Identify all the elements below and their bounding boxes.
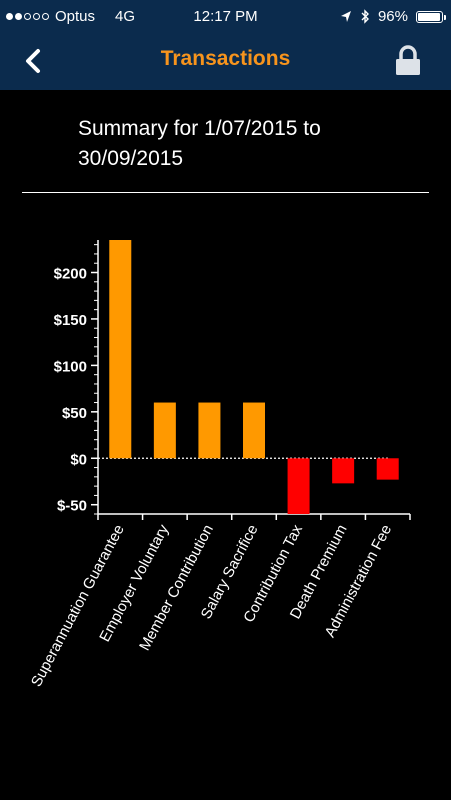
clock: 12:17 PM (193, 8, 258, 25)
lock-button[interactable] (391, 43, 425, 77)
y-tick-label: $0 (70, 451, 87, 468)
network-type: 4G (115, 8, 136, 25)
bar (332, 458, 355, 484)
bar (198, 402, 221, 459)
bar (243, 402, 265, 459)
bar (376, 458, 399, 480)
carrier-name: Optus (55, 8, 96, 25)
y-tick-label: $200 (54, 266, 87, 283)
bluetooth-icon (361, 9, 369, 24)
chevron-left-icon (26, 49, 40, 73)
bar (109, 240, 132, 459)
location-arrow-icon (340, 10, 351, 22)
y-tick-label: $50 (62, 405, 87, 422)
battery-icon (416, 10, 446, 23)
navigation-bar: Transactions (0, 33, 451, 90)
signal-strength-icon (6, 13, 49, 20)
status-left: Optus 4G (6, 8, 135, 25)
lock-icon (396, 45, 420, 75)
y-tick-label: $150 (54, 312, 87, 329)
summary-heading: Summary for 1/07/2015 to 30/09/2015 (78, 117, 321, 170)
back-button[interactable] (14, 41, 54, 81)
y-tick-label: $100 (54, 358, 87, 375)
battery-percent: 96% (377, 8, 408, 25)
divider (22, 192, 429, 193)
page-title: Transactions (160, 47, 291, 70)
y-tick-label: $-50 (57, 498, 87, 515)
status-bar: Optus 4G 12:17 PM 96% (0, 0, 451, 33)
bar (287, 458, 310, 514)
status-right: 96% (340, 8, 446, 25)
bar (153, 402, 176, 459)
